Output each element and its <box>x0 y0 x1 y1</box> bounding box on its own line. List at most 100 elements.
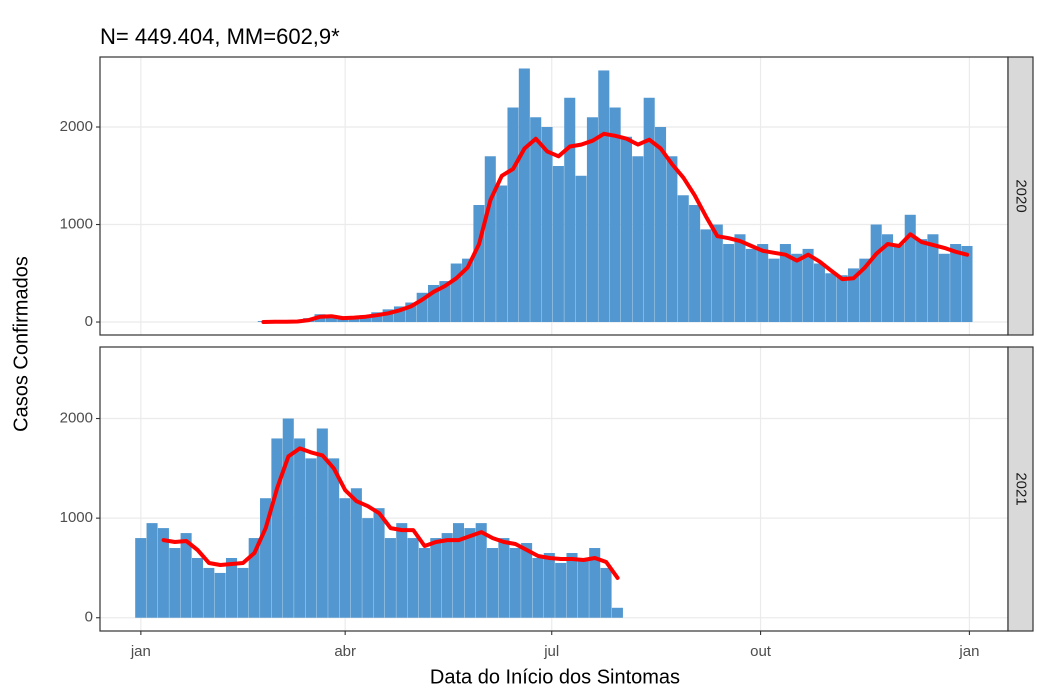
moving-average-line <box>161 446 620 580</box>
bar <box>405 302 417 323</box>
bar <box>180 533 192 618</box>
bar <box>689 205 701 323</box>
y-tick-label: 0 <box>85 609 93 626</box>
y-tick-label: 1000 <box>60 509 93 526</box>
bar <box>723 244 735 323</box>
bar <box>555 562 567 618</box>
strip-label: 2021 <box>1013 472 1030 505</box>
bar <box>859 258 871 323</box>
bar <box>802 248 814 323</box>
bar <box>666 156 678 323</box>
bar <box>373 508 385 618</box>
bar <box>248 538 260 618</box>
panel-marks <box>257 68 973 324</box>
bar <box>428 284 440 323</box>
bar <box>813 263 825 323</box>
bar <box>575 175 587 323</box>
y-tick-label: 2000 <box>60 409 93 426</box>
strip-label: 2020 <box>1013 179 1030 212</box>
y-tick-label: 0 <box>85 313 93 330</box>
bar <box>393 306 406 323</box>
bar <box>927 234 939 323</box>
bar <box>509 548 521 618</box>
x-tick-label: jan <box>130 643 151 660</box>
bar <box>825 273 837 323</box>
bar <box>339 498 351 618</box>
bar <box>961 245 973 323</box>
moving-average-line <box>261 131 970 324</box>
bar <box>518 68 530 323</box>
y-tick-label: 2000 <box>60 118 93 135</box>
bar <box>870 224 882 323</box>
bar <box>305 458 317 618</box>
bar <box>632 156 644 323</box>
bar <box>904 214 916 323</box>
bar <box>203 567 215 618</box>
strip-background <box>1007 346 1034 632</box>
bar <box>598 70 610 323</box>
bar <box>282 418 294 618</box>
x-axis-title: Data do Início dos Sintomas <box>430 666 680 688</box>
bar <box>350 488 362 618</box>
bar <box>191 557 203 618</box>
bar <box>745 248 757 323</box>
bar <box>609 107 621 323</box>
bar <box>521 543 533 618</box>
bar <box>475 523 487 618</box>
bar <box>416 292 428 323</box>
bar <box>836 275 848 323</box>
bar <box>655 127 667 323</box>
strip-background <box>1007 56 1034 336</box>
bar <box>950 244 962 323</box>
bar <box>589 548 601 618</box>
bar <box>157 528 169 618</box>
bar <box>711 224 723 323</box>
bar <box>600 567 612 618</box>
bar <box>498 538 510 618</box>
bar <box>462 258 474 323</box>
bar <box>847 268 860 323</box>
bar <box>577 557 589 618</box>
bar <box>316 428 328 618</box>
bar <box>439 281 451 323</box>
x-tick-label: out <box>750 643 772 660</box>
bar <box>441 533 453 618</box>
panel-marks <box>135 418 623 618</box>
bar <box>938 253 950 323</box>
bar <box>146 523 158 618</box>
x-tick-label: jan <box>958 643 979 660</box>
bar <box>643 97 655 323</box>
bar <box>791 253 803 323</box>
bar <box>586 117 598 323</box>
bar <box>700 229 712 323</box>
bar <box>768 258 780 323</box>
x-tick-label: abr <box>334 643 356 660</box>
chart-title: N= 449.404, MM=602,9* <box>100 24 340 49</box>
y-axis-title: Casos Confirmados <box>10 256 32 432</box>
bar <box>418 548 430 618</box>
bar <box>779 244 791 323</box>
bar <box>473 205 485 323</box>
bar <box>260 498 272 618</box>
bar <box>325 317 337 323</box>
bar <box>757 244 769 323</box>
bar <box>225 557 238 618</box>
bar <box>430 538 442 618</box>
x-tick-label: jul <box>543 643 559 660</box>
bar <box>135 538 147 618</box>
bar <box>541 127 553 323</box>
bar <box>916 239 928 323</box>
bar <box>407 538 419 618</box>
bar <box>677 195 689 323</box>
bar <box>487 548 499 618</box>
bar <box>382 309 394 323</box>
bar <box>496 185 508 323</box>
bar <box>893 244 905 323</box>
bar <box>552 166 564 323</box>
bar <box>543 553 555 618</box>
bar <box>484 156 496 323</box>
bar <box>620 136 633 323</box>
bar <box>450 263 462 323</box>
y-tick-label: 1000 <box>60 215 93 232</box>
bar <box>362 518 374 618</box>
